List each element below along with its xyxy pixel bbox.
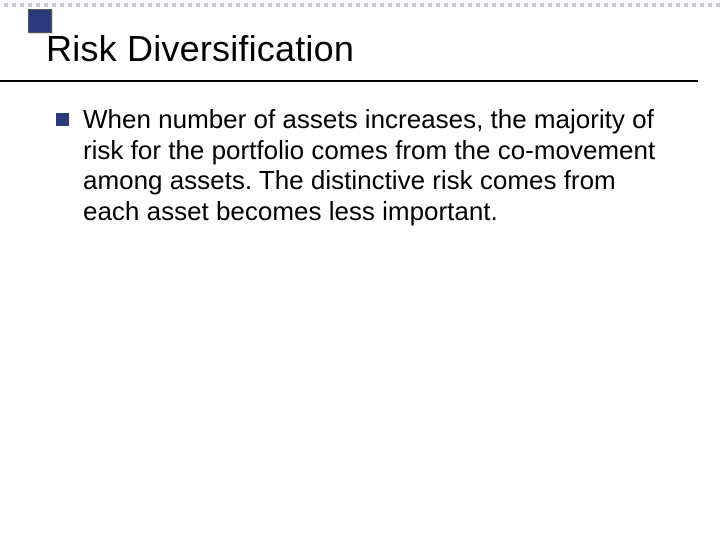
decor-dot	[60, 3, 64, 7]
decor-dot	[108, 3, 112, 7]
decor-dot	[316, 3, 320, 7]
decor-dot	[380, 3, 384, 7]
decor-dot	[236, 3, 240, 7]
top-dot-strip	[0, 0, 720, 10]
decor-dot	[180, 3, 184, 7]
body-container: When number of assets increases, the maj…	[56, 104, 674, 227]
decor-dot	[92, 3, 96, 7]
decor-dot	[708, 3, 712, 7]
decor-dot	[404, 3, 408, 7]
decor-dot	[564, 3, 568, 7]
decor-dot	[444, 3, 448, 7]
decor-dot	[428, 3, 432, 7]
decor-dot	[636, 3, 640, 7]
decor-dot	[116, 3, 120, 7]
decor-dot	[140, 3, 144, 7]
title-underline	[0, 80, 698, 82]
decor-dot	[228, 3, 232, 7]
decor-dot	[308, 3, 312, 7]
decor-dot	[4, 3, 8, 7]
decor-dot	[204, 3, 208, 7]
decor-dot	[588, 3, 592, 7]
decor-dot	[532, 3, 536, 7]
decor-dot	[596, 3, 600, 7]
decor-dot	[436, 3, 440, 7]
decor-dot	[284, 3, 288, 7]
decor-dot	[132, 3, 136, 7]
decor-dot	[324, 3, 328, 7]
decor-dot	[684, 3, 688, 7]
slide-title: Risk Diversification	[46, 28, 700, 70]
decor-dot	[452, 3, 456, 7]
decor-dot	[52, 3, 56, 7]
decor-dot	[644, 3, 648, 7]
decor-dot	[460, 3, 464, 7]
decor-dot	[244, 3, 248, 7]
decor-dot	[172, 3, 176, 7]
decor-dot	[700, 3, 704, 7]
decor-dot	[660, 3, 664, 7]
decor-dot	[348, 3, 352, 7]
decor-dot	[164, 3, 168, 7]
decor-dot	[276, 3, 280, 7]
decor-dot	[260, 3, 264, 7]
bullet-text: When number of assets increases, the maj…	[83, 104, 674, 227]
decor-dot	[476, 3, 480, 7]
decor-dot	[20, 3, 24, 7]
decor-dot	[500, 3, 504, 7]
decor-dot	[692, 3, 696, 7]
decor-dot	[68, 3, 72, 7]
decor-dot	[268, 3, 272, 7]
decor-dot	[516, 3, 520, 7]
decor-dot	[36, 3, 40, 7]
decor-dot	[508, 3, 512, 7]
decor-dot	[252, 3, 256, 7]
decor-dot	[676, 3, 680, 7]
decor-dot	[580, 3, 584, 7]
decor-dot	[148, 3, 152, 7]
decor-dot	[548, 3, 552, 7]
decor-dot	[156, 3, 160, 7]
decor-dot	[716, 3, 720, 7]
decor-dot	[356, 3, 360, 7]
decor-dot	[652, 3, 656, 7]
decor-dot	[556, 3, 560, 7]
decor-dot	[332, 3, 336, 7]
decor-dot	[84, 3, 88, 7]
decor-dot	[100, 3, 104, 7]
decor-dot	[420, 3, 424, 7]
decor-dot	[612, 3, 616, 7]
decor-dot	[196, 3, 200, 7]
decor-dot	[188, 3, 192, 7]
decor-dot	[572, 3, 576, 7]
decor-dot	[44, 3, 48, 7]
title-container: Risk Diversification	[46, 28, 700, 70]
decor-dot	[212, 3, 216, 7]
decor-dot	[620, 3, 624, 7]
decor-dot	[124, 3, 128, 7]
decor-dot	[604, 3, 608, 7]
decor-dot	[396, 3, 400, 7]
decor-dot	[540, 3, 544, 7]
decor-dot	[412, 3, 416, 7]
decor-dot	[300, 3, 304, 7]
decor-dot	[388, 3, 392, 7]
decor-dot	[340, 3, 344, 7]
bullet-item: When number of assets increases, the maj…	[56, 104, 674, 227]
decor-dot	[372, 3, 376, 7]
decor-dot	[628, 3, 632, 7]
decor-dot	[484, 3, 488, 7]
decor-dot	[492, 3, 496, 7]
decor-dot	[12, 3, 16, 7]
decor-dot	[468, 3, 472, 7]
square-bullet-icon	[56, 113, 69, 126]
decor-dot	[524, 3, 528, 7]
decor-dot	[220, 3, 224, 7]
decor-dot	[76, 3, 80, 7]
decor-dot	[364, 3, 368, 7]
decor-dot	[28, 3, 32, 7]
decor-dot	[292, 3, 296, 7]
decor-dot	[668, 3, 672, 7]
